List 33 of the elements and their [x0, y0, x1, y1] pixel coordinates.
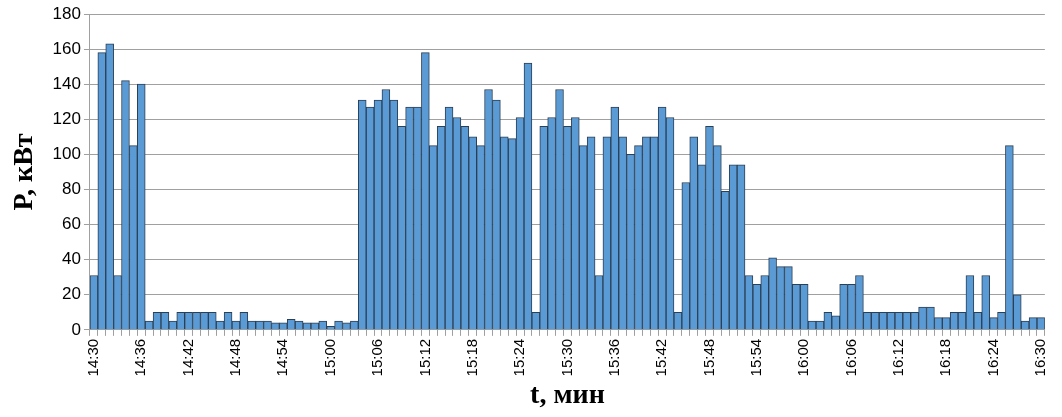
x-tick-label: 15:12 [415, 338, 433, 377]
x-axis-title: t, мин [530, 378, 605, 410]
y-tick-label: 20 [62, 284, 81, 304]
x-tick-label: 16:18 [936, 338, 954, 377]
x-tick-label: 14:30 [84, 338, 102, 377]
y-tick-label: 40 [62, 249, 81, 269]
y-tick-label: 0 [71, 319, 81, 339]
x-tick-label: 14:48 [226, 338, 244, 377]
x-tick-label: 15:18 [462, 338, 480, 377]
x-tick-label: 14:42 [178, 338, 196, 377]
y-tick-label: 160 [52, 38, 81, 58]
x-tick-label: 14:36 [131, 338, 149, 377]
y-axis-title: P, кВт [7, 133, 39, 211]
y-tick-label: 140 [52, 73, 81, 93]
x-tick-label: 16:30 [1031, 338, 1049, 377]
x-tick-label: 15:06 [368, 338, 386, 377]
x-tick-label: 14:54 [273, 338, 291, 377]
x-tick-label: 15:24 [510, 338, 528, 377]
x-tick-label: 16:00 [794, 338, 812, 377]
x-tick-label: 16:24 [983, 338, 1001, 377]
y-tick-label: 120 [52, 108, 81, 128]
y-tick-label: 60 [62, 214, 81, 234]
x-tick-label: 15:42 [652, 338, 670, 377]
x-tick-label: 15:00 [320, 338, 338, 377]
y-tick-label: 100 [52, 144, 81, 164]
y-tick-label: 180 [52, 3, 81, 23]
x-tick-label: 15:54 [746, 338, 764, 377]
x-tick-label: 15:30 [557, 338, 575, 377]
x-tick-label: 16:06 [841, 338, 859, 377]
x-tick-label: 15:36 [604, 338, 622, 377]
x-tick-label: 15:48 [699, 338, 717, 377]
y-tick-label: 80 [62, 179, 81, 199]
x-tick-label: 16:12 [889, 338, 907, 377]
